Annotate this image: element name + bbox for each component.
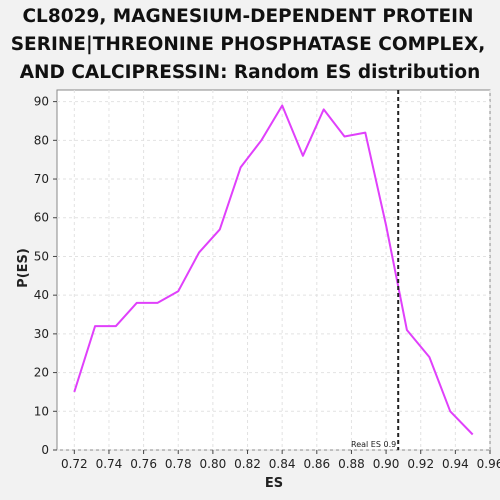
y-tick-label: 70	[34, 172, 49, 186]
y-tick-label: 0	[41, 443, 49, 457]
chart-title-line-1: CL8029, MAGNESIUM-DEPENDENT PROTEIN	[22, 6, 473, 27]
y-tick-label: 10	[34, 404, 49, 418]
grid	[57, 90, 491, 451]
x-tick-label: 0.80	[200, 457, 227, 471]
y-axis: 0 10 20 30 40 50 60 70 80 90	[34, 95, 57, 457]
x-tick-label: 0.72	[61, 457, 88, 471]
real-es-label: Real ES 0.9	[351, 440, 396, 449]
y-tick-label: 30	[34, 327, 49, 341]
es-distribution-line	[73, 104, 474, 436]
x-tick-label: 0.78	[165, 457, 192, 471]
y-tick-label: 50	[34, 249, 49, 263]
y-tick-label: 20	[34, 366, 49, 380]
x-tick-label: 0.94	[442, 457, 469, 471]
y-tick-label: 80	[34, 133, 49, 147]
x-axis: 0.72 0.74 0.76 0.78 0.80 0.82 0.84 0.86 0.88 0.90…	[61, 450, 500, 471]
chart-title-line-3: AND CALCIPRESSIN: Random ES distribution	[20, 62, 481, 83]
plot-area	[56, 89, 491, 451]
y-axis-label: P(ES)	[16, 248, 31, 288]
y-tick-label: 90	[34, 95, 49, 109]
x-tick-label: 0.88	[338, 457, 365, 471]
x-tick-label: 0.86	[303, 457, 330, 471]
chart-title: CL8029, MAGNESIUM-DEPENDENT PROTEIN SERI…	[11, 6, 486, 83]
x-axis-label: ES	[265, 476, 283, 491]
series-group	[73, 104, 474, 436]
y-tick-label: 40	[34, 288, 49, 302]
x-tick-label: 0.92	[407, 457, 434, 471]
x-tick-label: 0.84	[269, 457, 296, 471]
x-tick-label: 0.82	[234, 457, 261, 471]
x-tick-label: 0.76	[130, 457, 157, 471]
y-tick-label: 60	[34, 211, 49, 225]
real-es-marker: Real ES 0.9	[351, 90, 400, 450]
x-tick-label: 0.96	[477, 457, 500, 471]
chart-title-line-2: SERINE|THREONINE PHOSPHATASE COMPLEX,	[11, 34, 486, 55]
x-tick-label: 0.90	[373, 457, 400, 471]
x-tick-label: 0.74	[96, 457, 123, 471]
